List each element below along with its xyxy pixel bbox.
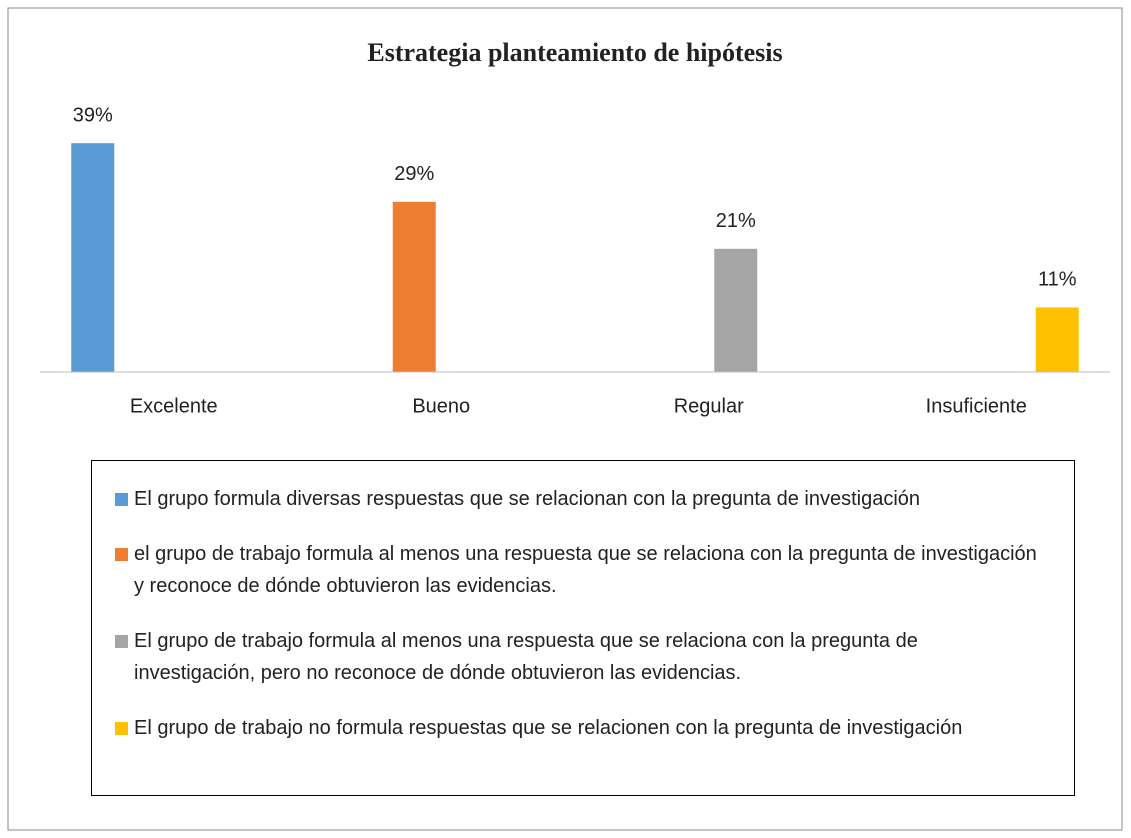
legend: El grupo formula diversas respuestas que… [91,460,1075,796]
data-label: 11% [1038,269,1077,291]
legend-label: El grupo de trabajo no formula respuesta… [134,717,963,739]
data-label: 39% [73,104,113,126]
legend-entry: El grupo de trabajo no formula respuesta… [115,712,1044,744]
bar [392,201,436,372]
legend-entry: El grupo de trabajo formula al menos una… [115,625,1044,689]
chart-border [7,7,1123,831]
legend-entry: El grupo formula diversas respuestas que… [115,483,1044,515]
legend-label: El grupo de trabajo formula al menos una… [134,630,918,684]
legend-swatch [115,548,128,561]
legend-swatch [115,493,128,506]
data-label: 29% [394,163,434,185]
bar [71,143,115,372]
x-tick-label: Excelente [130,395,218,417]
x-tick-label: Regular [674,395,744,417]
data-label: 21% [716,210,756,232]
legend-entry: el grupo de trabajo formula al menos una… [115,538,1044,602]
legend-swatch [115,722,128,735]
x-tick-label: Bueno [412,395,470,417]
legend-label: el grupo de trabajo formula al menos una… [134,543,1037,597]
x-tick-label: Insuficiente [926,395,1027,417]
bar [714,248,758,372]
chart-title: Estrategia planteamiento de hipótesis [367,38,782,67]
bar [1035,307,1079,372]
legend-swatch [115,635,128,648]
legend-label: El grupo formula diversas respuestas que… [134,488,921,510]
